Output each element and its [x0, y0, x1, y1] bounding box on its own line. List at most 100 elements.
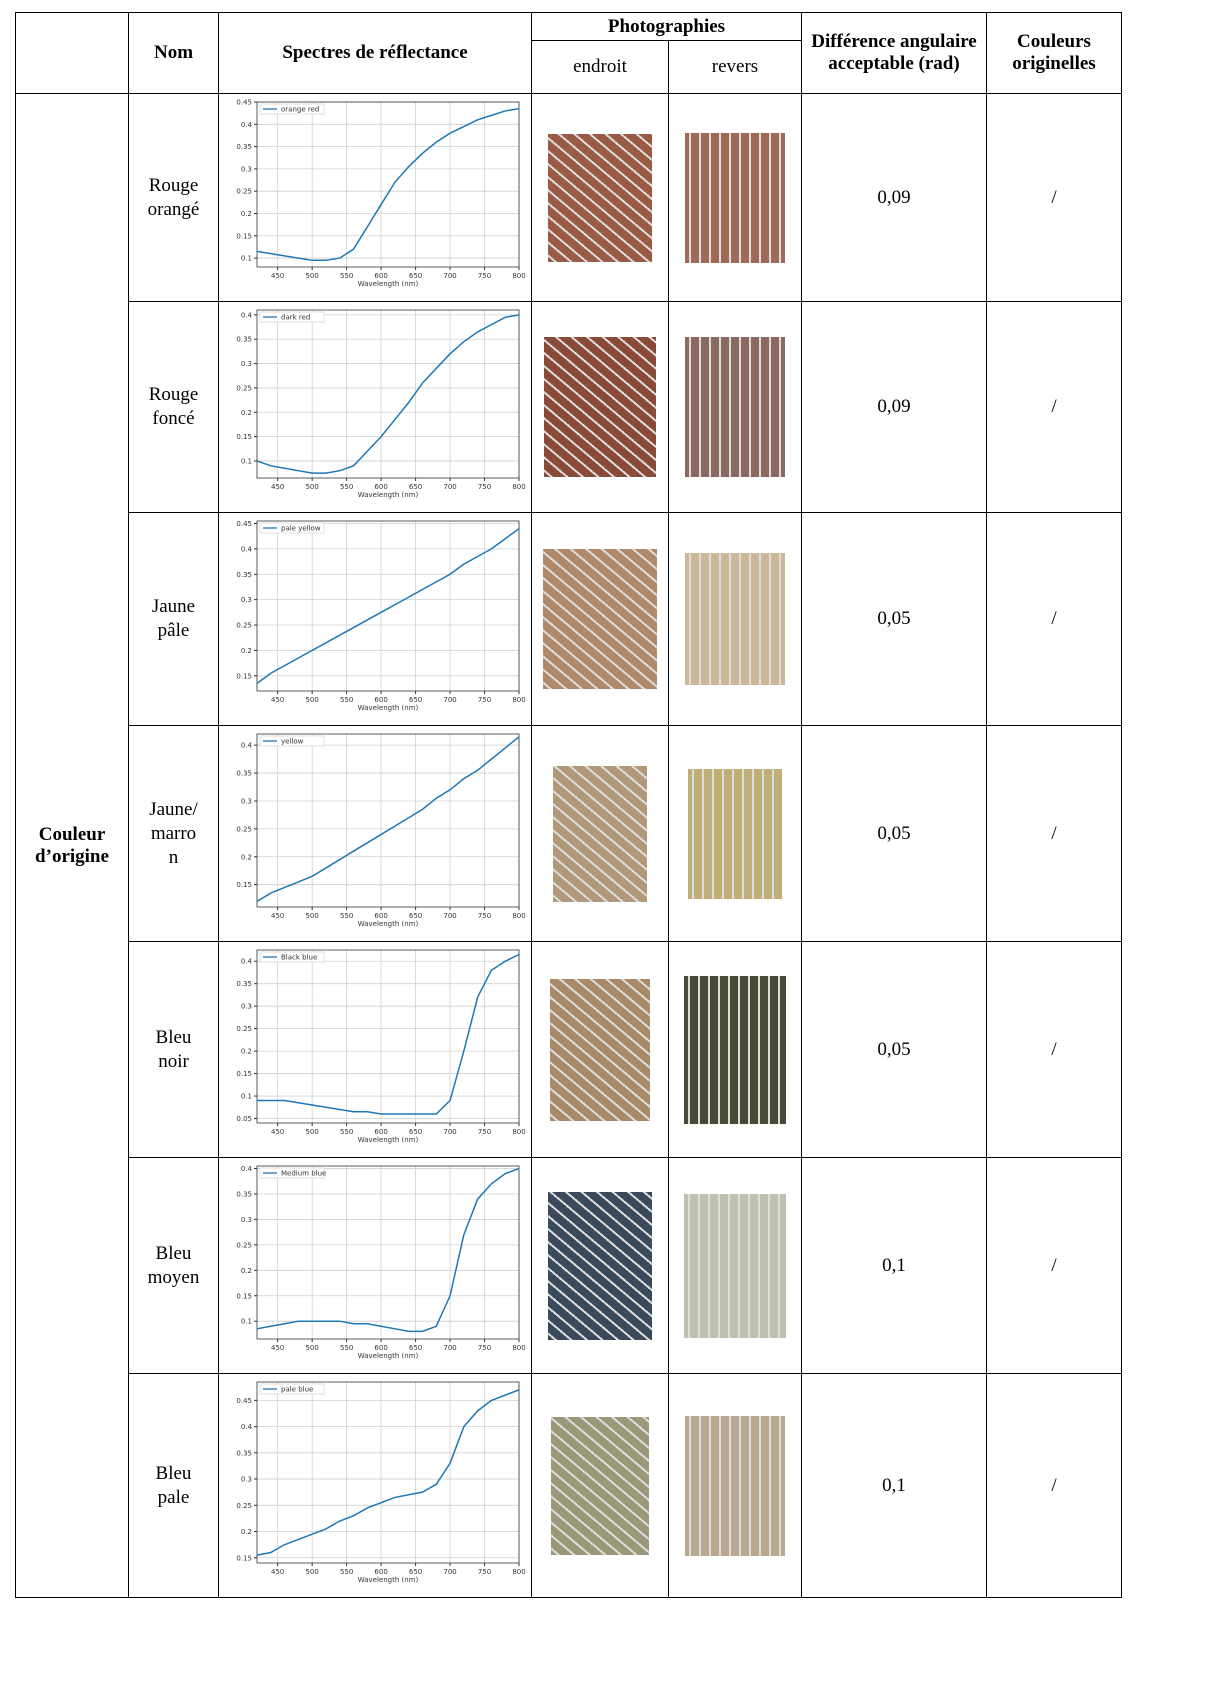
y-tick-label: 0.15 [236, 433, 252, 441]
x-tick-label: 450 [271, 1568, 284, 1576]
difference-value: 0,09 [801, 93, 987, 302]
spectrum-cell: 0.15 0.2 0.25 0.3 0.35 0.4 450 500 550 600 650 700 7… [218, 725, 532, 942]
photo-front [551, 1416, 649, 1555]
y-tick-label: 0.4 [241, 545, 253, 553]
spectrum-chart: 0.05 0.1 0.15 0.2 0.25 0.3 0.35 0.4 450 500 550 600… [236, 949, 526, 1144]
x-tick-label: 750 [478, 1344, 491, 1352]
table-row: Rouge foncé 0.1 0.15 0.2 0.25 0.3 0.35 0.4 450 50… [16, 301, 1122, 513]
spectrum-chart: 0.1 0.15 0.2 0.25 0.3 0.35 0.4 450 500 550 600 650 7… [236, 309, 526, 499]
y-tick-label: 0.3 [241, 1003, 252, 1011]
y-tick-label: 0.1 [241, 457, 252, 465]
color-name: Bleu noir [128, 941, 219, 1158]
y-tick-label: 0.35 [236, 336, 252, 344]
y-tick-label: 0.2 [241, 210, 252, 218]
plot-frame [256, 101, 520, 268]
plot-frame [256, 520, 520, 692]
difference-value: 0,05 [801, 512, 987, 726]
color-name: Jaune/ marro n [128, 725, 219, 942]
legend-label: pale blue [281, 1386, 313, 1394]
x-tick-label: 450 [271, 912, 284, 920]
header-name: Nom [128, 12, 219, 94]
difference-value: 0,05 [801, 941, 987, 1158]
photo-front-cell [531, 93, 669, 302]
y-tick-label: 0.45 [236, 99, 252, 107]
y-tick-label: 0.3 [241, 797, 252, 805]
legend-box [259, 951, 325, 963]
x-tick-label: 700 [443, 696, 456, 704]
photo-back-cell [668, 725, 802, 942]
header-spectra: Spectres de réflectance [218, 12, 532, 94]
photo-back-cell [668, 1373, 802, 1598]
x-tick-label: 550 [340, 1344, 353, 1352]
color-name: Jaune pâle [128, 512, 219, 726]
x-tick-label: 500 [305, 1344, 318, 1352]
photo-front [550, 978, 650, 1121]
y-tick-label: 0.15 [236, 1554, 252, 1562]
x-tick-label: 750 [478, 1568, 491, 1576]
x-tick-label: 500 [305, 1568, 318, 1576]
x-tick-label: 600 [374, 912, 387, 920]
y-tick-label: 0.25 [236, 384, 252, 392]
x-tick-label: 650 [409, 1344, 422, 1352]
color-name: Rouge foncé [128, 301, 219, 513]
x-tick-label: 800 [512, 272, 525, 280]
x-tick-label: 800 [512, 912, 525, 920]
x-tick-label: 550 [340, 1128, 353, 1136]
photo-front [548, 1191, 652, 1340]
photo-front-cell [531, 1373, 669, 1598]
table-row: Bleu pale 0.15 0.2 0.25 0.3 0.35 0.4 0.45 450 500… [16, 1373, 1122, 1598]
x-tick-label: 650 [409, 1568, 422, 1576]
x-tick-label: 450 [271, 1128, 284, 1136]
y-tick-label: 0.3 [241, 596, 252, 604]
x-tick-label: 800 [512, 1344, 525, 1352]
y-tick-label: 0.4 [241, 1423, 253, 1431]
x-tick-label: 450 [271, 483, 284, 491]
x-tick-label: 500 [305, 483, 318, 491]
x-tick-label: 600 [374, 1128, 387, 1136]
y-tick-label: 0.35 [236, 571, 252, 579]
legend-box [259, 1383, 325, 1395]
plot-frame [256, 1165, 520, 1340]
y-tick-label: 0.25 [236, 1502, 252, 1510]
photo-front [544, 337, 656, 477]
legend-box [259, 311, 325, 323]
y-tick-label: 0.05 [236, 1115, 252, 1123]
x-tick-label: 500 [305, 696, 318, 704]
spectrum-cell: 0.1 0.15 0.2 0.25 0.3 0.35 0.4 0.45 450 500 550 600… [218, 93, 532, 302]
legend-label: pale yellow [281, 525, 321, 533]
legend-box [259, 1167, 325, 1179]
color-name: Bleu pale [128, 1373, 219, 1598]
photo-back-cell [668, 93, 802, 302]
table-row: Couleur d’origine Rouge orangé 0.1 0.15 0.2 0… [15, 93, 1122, 1598]
y-tick-label: 0.15 [236, 881, 252, 889]
y-tick-label: 0.35 [236, 980, 252, 988]
legend-label: Medium blue [281, 1170, 326, 1178]
y-tick-label: 0.3 [241, 165, 252, 173]
photo-front-cell [531, 941, 669, 1158]
x-tick-label: 800 [512, 1128, 525, 1136]
x-tick-label: 800 [512, 696, 525, 704]
y-tick-label: 0.25 [236, 622, 252, 630]
header-difference: Différence angulaire acceptable (rad) [801, 12, 987, 94]
photo-back [684, 975, 786, 1124]
x-tick-label: 750 [478, 272, 491, 280]
spectrum-cell: 0.1 0.15 0.2 0.25 0.3 0.35 0.4 450 500 550 600 650 7… [218, 1157, 532, 1374]
difference-value: 0,09 [801, 301, 987, 513]
y-tick-label: 0.35 [236, 770, 252, 778]
x-tick-label: 650 [409, 272, 422, 280]
y-tick-label: 0.2 [241, 1267, 252, 1275]
x-tick-label: 700 [443, 483, 456, 491]
table-row: Jaune pâle 0.15 0.2 0.25 0.3 0.35 0.4 0.45 450 50… [16, 512, 1122, 726]
y-tick-label: 0.2 [241, 1528, 252, 1536]
original-color: / [986, 512, 1122, 726]
y-tick-label: 0.2 [241, 647, 252, 655]
spectrum-cell: 0.1 0.15 0.2 0.25 0.3 0.35 0.4 450 500 550 600 650 7… [218, 301, 532, 513]
spectrum-chart: 0.15 0.2 0.25 0.3 0.35 0.4 0.45 450 500 550 600 650… [236, 520, 525, 712]
legend-label: dark red [281, 314, 310, 322]
y-tick-label: 0.15 [236, 672, 252, 680]
photo-back [685, 553, 785, 685]
spectrum-cell: 0.05 0.1 0.15 0.2 0.25 0.3 0.35 0.4 450 500 550 600… [218, 941, 532, 1158]
x-tick-label: 750 [478, 912, 491, 920]
y-tick-label: 0.2 [241, 1048, 252, 1056]
header-front: endroit [531, 40, 669, 94]
